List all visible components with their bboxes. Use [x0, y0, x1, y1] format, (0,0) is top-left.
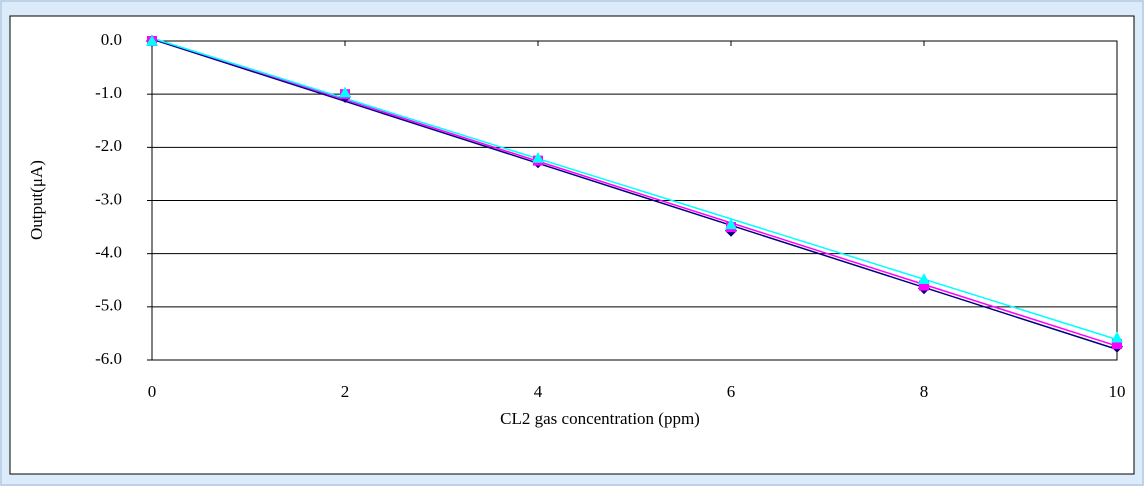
y-tick-label: -2.0 — [95, 136, 122, 155]
y-tick-label: -5.0 — [95, 296, 122, 315]
trendline — [151, 38, 1118, 351]
data-point — [339, 86, 351, 98]
data-point — [1112, 339, 1122, 350]
y-axis-title: Output(μA) — [27, 160, 46, 240]
x-tick-label: 4 — [534, 382, 543, 401]
y-tick-label: -6.0 — [95, 349, 122, 368]
data-point — [146, 35, 158, 46]
data-point — [918, 273, 930, 284]
x-axis-title: CL2 gas concentration (ppm) — [500, 409, 700, 428]
y-tick-label: -4.0 — [95, 243, 122, 262]
x-tick-label: 10 — [1109, 382, 1126, 401]
y-tick-label: 0.0 — [101, 30, 122, 49]
trendline — [151, 37, 1118, 341]
y-tick-label: -1.0 — [95, 83, 122, 102]
data-point — [919, 280, 929, 291]
x-tick-label: 0 — [148, 382, 157, 401]
x-tick-label: 6 — [727, 382, 736, 401]
x-tick-label: 2 — [341, 382, 350, 401]
data-point — [725, 218, 737, 230]
y-tick-label: -3.0 — [95, 189, 122, 208]
x-tick-label: 8 — [920, 382, 929, 401]
data-point — [1111, 331, 1123, 343]
data-point — [532, 151, 544, 163]
trendline — [151, 37, 1118, 347]
